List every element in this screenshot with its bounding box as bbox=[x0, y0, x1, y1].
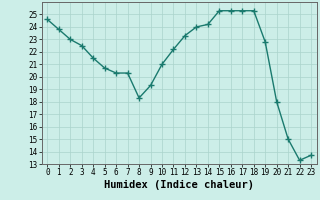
X-axis label: Humidex (Indice chaleur): Humidex (Indice chaleur) bbox=[104, 180, 254, 190]
